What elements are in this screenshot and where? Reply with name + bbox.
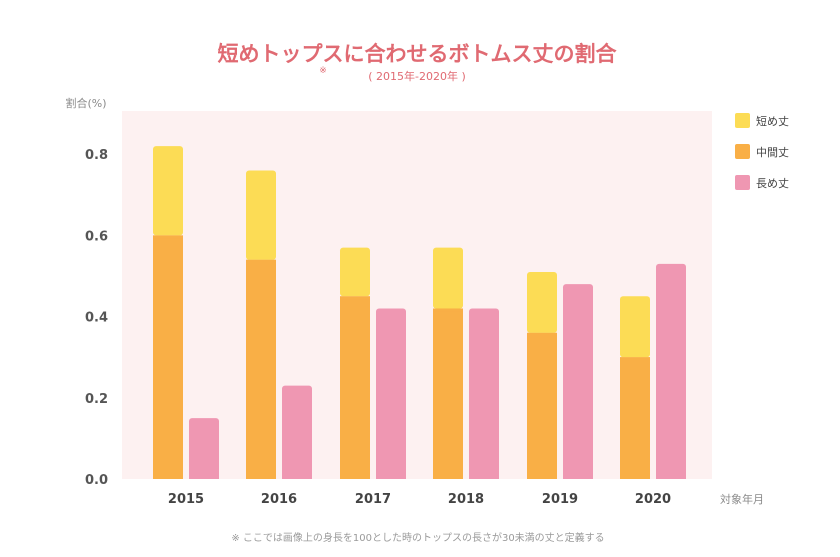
x-ticks: 2015 2016 2017 2018 2019 2020 [168,492,671,507]
x-tick-label: 2018 [448,492,484,507]
chart-subtitle: ( 2015年-2020年 ) [368,69,466,83]
bar-mid-2019 [527,332,557,479]
bar-short-2015 [153,146,183,236]
y-axis-label: 割合(%) [65,96,106,110]
bar-short-2020 [620,296,650,358]
legend-swatch [735,175,750,190]
bar-mid-2016 [246,259,276,479]
bar-long-2015 [189,418,219,479]
bar-short-2019 [527,271,557,333]
footnote: ※ ここでは画像上の身長を100とした時のトップスの長さが30未満の丈と定義する [231,531,604,544]
bar-mid-top-edge-2019 [527,332,557,336]
bar-mid-2015 [153,235,183,479]
chart-title: 短めトップスに合わせるボトムス丈の割合 [218,42,618,66]
legend-swatch [735,144,750,159]
bar-long-base-2016 [282,476,312,479]
x-tick-label: 2015 [168,492,204,507]
legend-label: 中間丈 [756,146,789,159]
bar-long-base-2018 [469,476,499,479]
y-tick-label: 0.8 [85,148,108,163]
y-tick-label: 0.4 [85,311,108,326]
y-ticks: 0.0 0.2 0.4 0.6 0.8 [85,148,108,488]
bar-mid-top-edge-2020 [620,357,650,361]
bar-mid-top-edge-2018 [433,308,463,312]
x-tick-label: 2017 [355,492,391,507]
title-footnote-mark: ※ [319,66,327,76]
bar-long-base-2015 [189,476,219,479]
bar-mid-top-edge-2015 [153,235,183,239]
y-tick-label: 0.2 [85,392,108,407]
bar-mid-2017 [340,296,370,479]
legend-label: 短め丈 [756,114,789,128]
bar-long-2017 [376,308,406,479]
bar-short-2017 [340,247,370,297]
legend-swatch [735,113,750,128]
bars [153,146,686,479]
bar-short-2018 [433,247,463,309]
bar-long-2018 [469,308,499,479]
bar-short-2016 [246,170,276,260]
x-axis-label: 対象年月 [720,492,764,506]
y-tick-label: 0.6 [85,229,108,244]
bar-mid-2018 [433,308,463,479]
plot-area [122,111,712,479]
bar-long-2020 [656,263,686,479]
x-tick-label: 2016 [261,492,297,507]
bar-mid-2020 [620,357,650,479]
bar-long-2019 [563,284,593,479]
y-tick-label: 0.0 [85,473,108,488]
bar-long-2016 [282,385,312,479]
bar-long-base-2020 [656,476,686,479]
legend-label: 長め丈 [756,177,789,190]
x-tick-label: 2020 [635,492,671,507]
bar-mid-top-edge-2016 [246,259,276,263]
bar-long-base-2017 [376,476,406,479]
x-tick-label: 2019 [542,492,578,507]
bar-mid-top-edge-2017 [340,296,370,300]
bar-long-base-2019 [563,476,593,479]
